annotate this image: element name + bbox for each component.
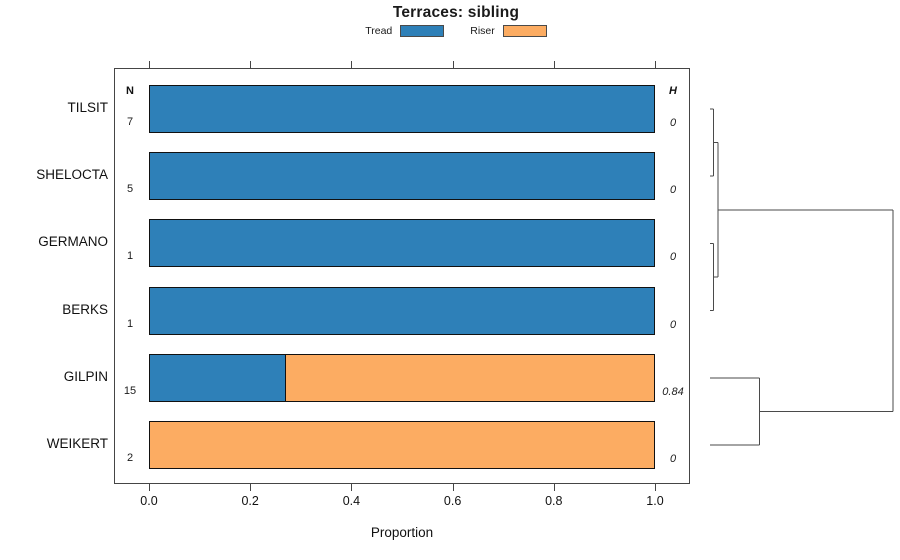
x-axis-tick-bottom [250, 484, 252, 491]
category-label: GILPIN [63, 368, 108, 384]
h-value: 0.84 [662, 385, 684, 398]
x-axis-tick-label: 1.0 [646, 494, 664, 508]
riser-segment [286, 354, 654, 401]
legend-swatch-tread [400, 25, 445, 37]
x-axis-tick-bottom [351, 484, 353, 491]
category-label: BERKS [62, 301, 108, 317]
tread-segment [150, 86, 654, 132]
h-value: 0 [669, 117, 677, 129]
x-axis-tick-bottom [452, 484, 454, 491]
x-axis-label: Proportion [370, 525, 434, 540]
legend-label-tread: Tread [365, 25, 393, 37]
x-axis-tick-top [351, 61, 353, 68]
x-axis-tick-top [553, 61, 555, 68]
x-axis-tick-label: 0.6 [443, 494, 462, 508]
n-value: 2 [126, 452, 134, 464]
stacked-bar [149, 286, 655, 335]
stacked-bar [149, 152, 655, 201]
tread-segment [150, 153, 654, 200]
plot-area-border [114, 68, 690, 484]
x-axis-tick-top [452, 61, 454, 68]
riser-segment [150, 422, 654, 468]
n-value: 7 [126, 116, 134, 128]
category-label: WEIKERT [46, 436, 108, 451]
x-axis-tick-top [655, 61, 656, 68]
tread-segment [150, 354, 287, 401]
legend-label-riser: Riser [470, 25, 495, 37]
x-axis-tick-bottom [149, 484, 150, 491]
x-axis-tick-label: 0.8 [545, 494, 563, 508]
n-value: 15 [123, 384, 137, 397]
legend-item-tread: Tread [365, 25, 445, 37]
h-value: 0 [669, 184, 677, 197]
x-axis-tick-top [250, 61, 252, 68]
stacked-bar [149, 85, 655, 133]
tread-segment [150, 287, 654, 334]
category-label: TILSIT [67, 100, 108, 115]
n-value: 1 [126, 250, 134, 263]
n-value: 1 [126, 317, 134, 330]
category-label: GERMANO [38, 234, 108, 250]
n-column-header: N [126, 85, 134, 97]
stacked-bar [149, 353, 655, 402]
x-axis-tick-label: 0.0 [140, 494, 158, 508]
x-axis-tick-label: 0.2 [241, 494, 259, 508]
legend-item-riser: Riser [470, 25, 547, 37]
x-axis-tick-top [149, 61, 150, 68]
x-axis-tick-bottom [553, 484, 555, 491]
h-value: 0 [669, 318, 677, 331]
x-axis-tick-label: 0.4 [342, 494, 361, 508]
h-value: 0 [669, 251, 677, 264]
category-label: SHELOCTA [36, 167, 108, 183]
tread-segment [150, 220, 654, 267]
h-value: 0 [669, 453, 677, 465]
stacked-bar [149, 421, 655, 469]
n-value: 5 [126, 183, 134, 196]
chart-title: Terraces: sibling [392, 4, 520, 21]
legend-swatch-riser [502, 25, 547, 37]
h-column-header: H [669, 85, 677, 97]
stacked-bar [149, 219, 655, 268]
legend: Tread Riser [0, 25, 900, 37]
x-axis-tick-bottom [655, 484, 656, 491]
